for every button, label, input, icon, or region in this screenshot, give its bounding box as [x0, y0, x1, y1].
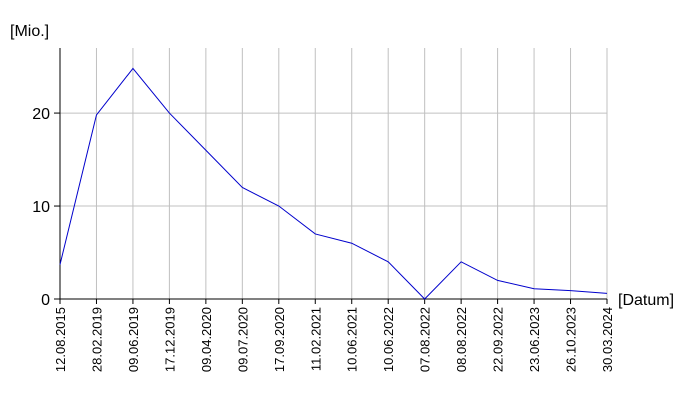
x-tick-label: 10.06.2022 — [381, 307, 396, 372]
x-tick-label: 11.02.2021 — [308, 307, 323, 371]
y-tick-label: 10 — [32, 199, 50, 216]
y-tick-label: 20 — [32, 106, 50, 123]
x-tick-label: 30.03.2024 — [600, 307, 615, 372]
data-line — [59, 67, 608, 300]
x-tick-label: 22.09.2022 — [491, 307, 506, 372]
x-tick-label: 17.12.2019 — [162, 307, 177, 372]
y-tick-label: 0 — [41, 292, 50, 309]
x-tick-label: 09.06.2019 — [126, 307, 141, 372]
x-tick-label: 17.09.2020 — [272, 307, 287, 372]
x-tick-label: 28.02.2019 — [89, 307, 104, 372]
x-axis-label: [Datum] — [618, 292, 674, 309]
x-tick-label: 07.08.2022 — [418, 307, 433, 372]
y-axis-label: [Mio.] — [10, 23, 49, 40]
x-tick-label: 10.06.2021 — [345, 307, 360, 372]
x-tick-label: 26.10.2023 — [564, 307, 579, 372]
x-tick-label: 12.08.2015 — [53, 307, 68, 372]
x-tick-label: 08.08.2022 — [454, 307, 469, 372]
x-tick-label: 23.06.2023 — [527, 307, 542, 372]
x-tick-label: 09.07.2020 — [235, 307, 250, 372]
x-tick-label: 09.04.2020 — [199, 307, 214, 372]
